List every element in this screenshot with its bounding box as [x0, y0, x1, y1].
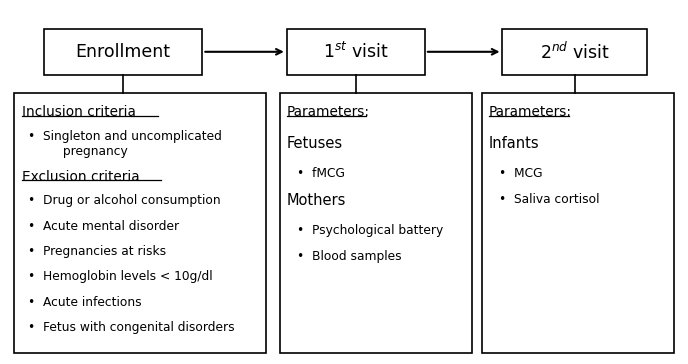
- Text: •  fMCG: • fMCG: [297, 167, 345, 180]
- FancyBboxPatch shape: [280, 93, 472, 353]
- Text: •  Hemoglobin levels < 10g/dl: • Hemoglobin levels < 10g/dl: [28, 270, 213, 284]
- Text: Inclusion criteria: Inclusion criteria: [22, 105, 136, 119]
- Text: •  Drug or alcohol consumption: • Drug or alcohol consumption: [28, 194, 221, 207]
- Text: Parameters:: Parameters:: [489, 105, 572, 119]
- Text: Mothers: Mothers: [287, 193, 346, 208]
- Text: •  MCG: • MCG: [499, 167, 543, 180]
- Text: •  Blood samples: • Blood samples: [297, 250, 401, 263]
- Text: •  Singleton and uncomplicated
         pregnancy: • Singleton and uncomplicated pregnancy: [28, 130, 222, 158]
- Text: Enrollment: Enrollment: [76, 43, 171, 61]
- Text: •  Fetus with congenital disorders: • Fetus with congenital disorders: [28, 321, 235, 334]
- Text: Infants: Infants: [489, 136, 539, 151]
- Text: 2$^{nd}$ visit: 2$^{nd}$ visit: [540, 41, 610, 62]
- Text: •  Acute mental disorder: • Acute mental disorder: [28, 220, 180, 233]
- FancyBboxPatch shape: [287, 29, 425, 75]
- Text: •  Saliva cortisol: • Saliva cortisol: [499, 193, 599, 206]
- Text: Exclusion criteria: Exclusion criteria: [22, 170, 140, 183]
- Text: Fetuses: Fetuses: [287, 136, 343, 151]
- FancyBboxPatch shape: [14, 93, 266, 353]
- Text: Parameters:: Parameters:: [287, 105, 369, 119]
- Text: •  Acute infections: • Acute infections: [28, 296, 142, 309]
- Text: •  Psychological battery: • Psychological battery: [297, 224, 443, 237]
- FancyBboxPatch shape: [482, 93, 674, 353]
- FancyBboxPatch shape: [502, 29, 647, 75]
- Text: •  Pregnancies at risks: • Pregnancies at risks: [28, 245, 166, 258]
- Text: 1$^{st}$ visit: 1$^{st}$ visit: [323, 42, 389, 62]
- FancyBboxPatch shape: [44, 29, 202, 75]
